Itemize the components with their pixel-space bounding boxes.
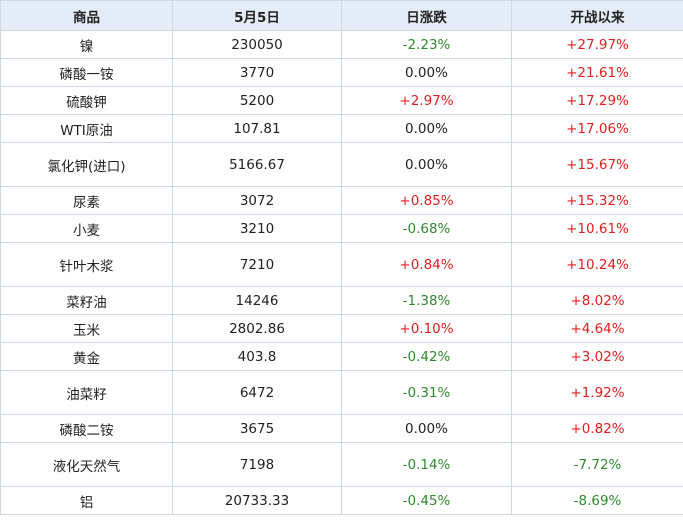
change-since-war-cell: +1.92% — [511, 370, 683, 415]
table-row: 硫酸钾 5200 +2.97% +17.29% — [0, 86, 683, 115]
daily-change-cell: +0.84% — [341, 242, 512, 287]
commodity-name-cell: 油菜籽 — [0, 370, 173, 415]
table-row: 小麦 3210 -0.68% +10.61% — [0, 214, 683, 243]
daily-change-cell: 0.00% — [341, 414, 512, 443]
price-cell: 3770 — [172, 58, 342, 87]
price-cell: 2802.86 — [172, 314, 342, 343]
change-since-war-cell: +17.06% — [511, 114, 683, 143]
daily-change-cell: -1.38% — [341, 286, 512, 315]
daily-change-cell: 0.00% — [341, 114, 512, 143]
table-row: 菜籽油 14246 -1.38% +8.02% — [0, 286, 683, 315]
change-since-war-cell: +10.61% — [511, 214, 683, 243]
commodity-name-cell: 磷酸一铵 — [0, 58, 173, 87]
daily-change-cell: -0.31% — [341, 370, 512, 415]
daily-change-cell: -2.23% — [341, 30, 512, 59]
daily-change-cell: +0.10% — [341, 314, 512, 343]
daily-change-cell: +0.85% — [341, 186, 512, 215]
table-row: 磷酸一铵 3770 0.00% +21.61% — [0, 58, 683, 87]
commodity-name-cell: 小麦 — [0, 214, 173, 243]
daily-change-cell: -0.68% — [341, 214, 512, 243]
commodity-name-cell: 磷酸二铵 — [0, 414, 173, 443]
column-header-commodity: 商品 — [0, 0, 173, 31]
table-row: 磷酸二铵 3675 0.00% +0.82% — [0, 414, 683, 443]
daily-change-cell: -0.42% — [341, 342, 512, 371]
daily-change-cell: 0.00% — [341, 58, 512, 87]
price-cell: 6472 — [172, 370, 342, 415]
daily-change-cell: 0.00% — [341, 142, 512, 187]
price-cell: 3210 — [172, 214, 342, 243]
change-since-war-cell: +27.97% — [511, 30, 683, 59]
change-since-war-cell: +0.82% — [511, 414, 683, 443]
change-since-war-cell: +4.64% — [511, 314, 683, 343]
table-row: WTI原油 107.81 0.00% +17.06% — [0, 114, 683, 143]
change-since-war-cell: +15.67% — [511, 142, 683, 187]
price-cell: 230050 — [172, 30, 342, 59]
change-since-war-cell: -8.69% — [511, 486, 683, 515]
table-row: 尿素 3072 +0.85% +15.32% — [0, 186, 683, 215]
change-since-war-cell: +21.61% — [511, 58, 683, 87]
price-cell: 403.8 — [172, 342, 342, 371]
price-cell: 20733.33 — [172, 486, 342, 515]
commodity-name-cell: 针叶木浆 — [0, 242, 173, 287]
price-cell: 5200 — [172, 86, 342, 115]
table-row: 铝 20733.33 -0.45% -8.69% — [0, 486, 683, 515]
price-cell: 7198 — [172, 442, 342, 487]
change-since-war-cell: +17.29% — [511, 86, 683, 115]
commodity-name-cell: 液化天然气 — [0, 442, 173, 487]
table-row: 镍 230050 -2.23% +27.97% — [0, 30, 683, 59]
price-cell: 7210 — [172, 242, 342, 287]
daily-change-cell: +2.97% — [341, 86, 512, 115]
price-cell: 3072 — [172, 186, 342, 215]
price-cell: 107.81 — [172, 114, 342, 143]
price-cell: 14246 — [172, 286, 342, 315]
change-since-war-cell: -7.72% — [511, 442, 683, 487]
commodity-name-cell: 硫酸钾 — [0, 86, 173, 115]
commodity-name-cell: 尿素 — [0, 186, 173, 215]
table-row: 针叶木浆 7210 +0.84% +10.24% — [0, 242, 683, 287]
change-since-war-cell: +15.32% — [511, 186, 683, 215]
commodity-name-cell: 黄金 — [0, 342, 173, 371]
change-since-war-cell: +10.24% — [511, 242, 683, 287]
price-cell: 3675 — [172, 414, 342, 443]
table-row: 油菜籽 6472 -0.31% +1.92% — [0, 370, 683, 415]
table-row: 液化天然气 7198 -0.14% -7.72% — [0, 442, 683, 487]
column-header-change-since-war: 开战以来 — [511, 0, 683, 31]
change-since-war-cell: +8.02% — [511, 286, 683, 315]
price-cell: 5166.67 — [172, 142, 342, 187]
commodity-name-cell: 玉米 — [0, 314, 173, 343]
daily-change-cell: -0.14% — [341, 442, 512, 487]
commodity-name-cell: 铝 — [0, 486, 173, 515]
daily-change-cell: -0.45% — [341, 486, 512, 515]
commodity-name-cell: 氯化钾(进口) — [0, 142, 173, 187]
column-header-daily-change: 日涨跌 — [341, 0, 512, 31]
table-header-row: 商品 5月5日 日涨跌 开战以来 — [0, 0, 683, 31]
commodity-name-cell: WTI原油 — [0, 114, 173, 143]
commodity-name-cell: 菜籽油 — [0, 286, 173, 315]
table-row: 氯化钾(进口) 5166.67 0.00% +15.67% — [0, 142, 683, 187]
change-since-war-cell: +3.02% — [511, 342, 683, 371]
table-row: 玉米 2802.86 +0.10% +4.64% — [0, 314, 683, 343]
commodity-name-cell: 镍 — [0, 30, 173, 59]
column-header-date-price: 5月5日 — [172, 0, 342, 31]
table-row: 黄金 403.8 -0.42% +3.02% — [0, 342, 683, 371]
